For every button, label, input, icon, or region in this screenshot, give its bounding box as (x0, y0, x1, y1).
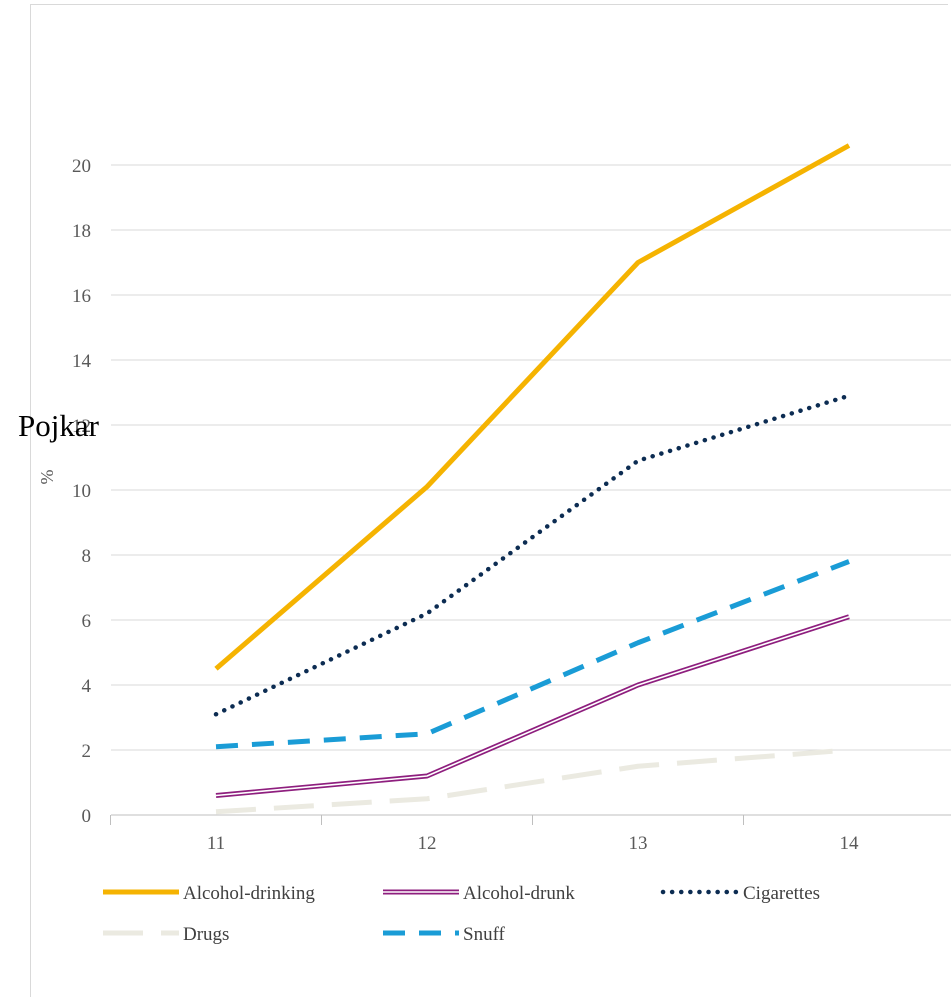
x-tick-label: 11 (207, 833, 225, 854)
series-lines (213, 143, 852, 815)
y-tick-label: 8 (82, 546, 92, 567)
series-line-alcohol-drunk (215, 614, 850, 798)
legend-label-snuff: Snuff (463, 924, 506, 945)
x-tick-label: 14 (840, 833, 860, 854)
legend-label-drugs: Drugs (183, 924, 229, 945)
y-axis-label: % (37, 470, 57, 485)
y-tick-label: 12 (72, 416, 91, 437)
x-axis: 11 12 13 14 (110, 814, 951, 854)
legend-label-cigarettes: Cigarettes (743, 883, 820, 904)
y-tick-label: 14 (72, 351, 92, 372)
series-line-drugs (215, 747, 850, 815)
series-line-alcohol-drunk-inner (215, 615, 850, 797)
y-tick-label: 20 (72, 156, 91, 177)
y-tick-label: 18 (72, 221, 91, 242)
y-axis: 0 2 4 6 8 10 12 14 16 18 20 (72, 156, 92, 827)
legend: Alcohol-drinking Alcohol-drunk Cigarettes D… (103, 883, 820, 945)
x-tick-label: 13 (629, 833, 648, 854)
y-tick-label: 4 (82, 676, 92, 697)
y-tick-label: 16 (72, 286, 91, 307)
chart-title: Pojkar (18, 408, 99, 443)
series-line-snuff (215, 559, 850, 750)
chart-frame (30, 4, 948, 997)
y-tick-label: 2 (82, 741, 92, 762)
series-line-cigarettes (213, 393, 852, 717)
y-tick-label: 10 (72, 481, 91, 502)
series-line-alcohol-drinking (214, 143, 851, 671)
y-tick-label: 6 (82, 611, 92, 632)
legend-label-alcohol-drinking: Alcohol-drinking (183, 883, 315, 904)
x-tick-label: 12 (418, 833, 437, 854)
y-tick-label: 0 (82, 806, 92, 827)
legend-label-alcohol-drunk: Alcohol-drunk (463, 883, 575, 904)
gridlines (111, 164, 951, 751)
